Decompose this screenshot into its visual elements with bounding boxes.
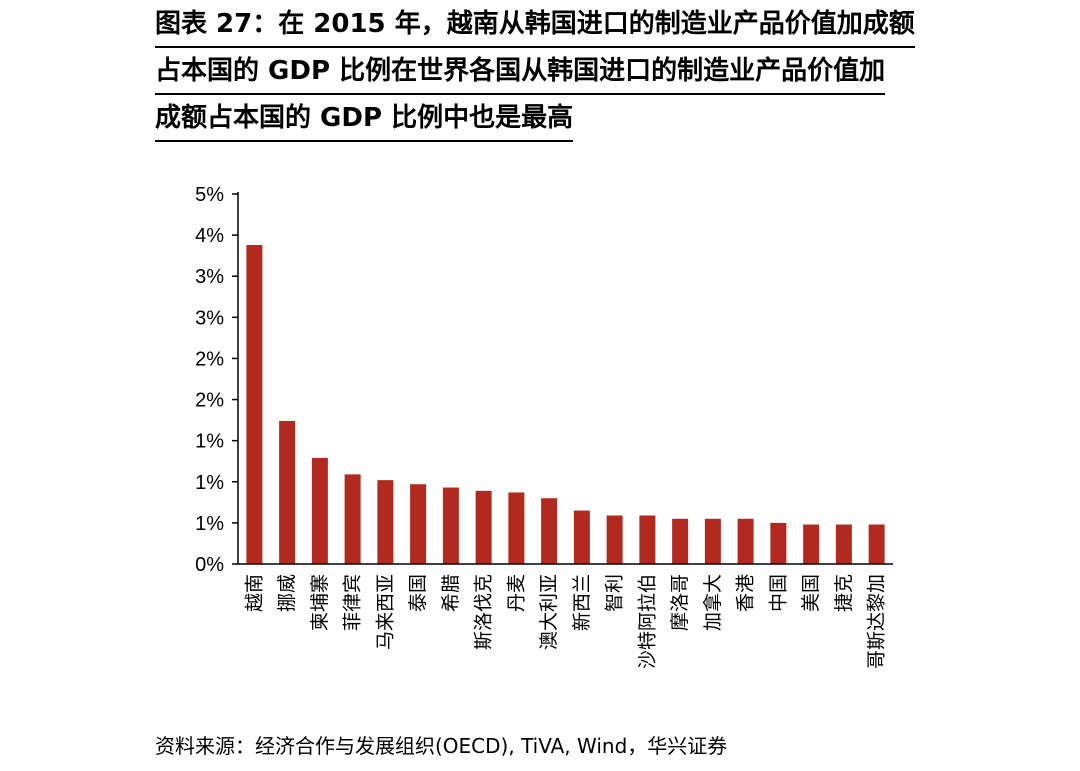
bar: [377, 480, 394, 564]
bar: [541, 498, 558, 564]
bar: [770, 522, 787, 564]
bar: [868, 524, 885, 564]
bars: [246, 244, 885, 564]
bar: [246, 244, 263, 564]
y-tick-label: 3%: [195, 266, 224, 288]
bar: [704, 518, 721, 564]
y-tick-label: 2%: [195, 390, 224, 412]
title-line-1: 图表 27：在 2015 年，越南从韩国进口的制造业产品价值加成额: [155, 0, 915, 48]
bar: [508, 492, 525, 564]
x-category-label: 越南: [243, 574, 265, 612]
x-category-label: 丹麦: [505, 574, 527, 612]
bar: [279, 420, 296, 564]
bar: [639, 515, 656, 564]
x-category-label: 澳大利亚: [538, 574, 560, 650]
x-category-label: 中国: [767, 574, 789, 612]
y-tick-label: 5%: [195, 184, 224, 206]
x-category-label: 摩洛哥: [669, 574, 691, 631]
bar: [803, 524, 820, 564]
y-tick-label: 1%: [195, 431, 224, 453]
y-axis-tick-labels: 0% 1% 1% 1% 2% 2% 3% 3% 4% 5%: [195, 184, 238, 576]
bar: [410, 484, 427, 564]
y-tick-label: 0%: [195, 554, 224, 576]
y-tick-label: 2%: [195, 348, 224, 370]
title-line-2: 占本国的 GDP 比例在世界各国从韩国进口的制造业产品价值加: [155, 47, 886, 95]
bar: [606, 515, 623, 564]
x-category-label: 智利: [604, 574, 626, 612]
bar: [475, 490, 492, 564]
bar: [311, 457, 328, 564]
title-line-3: 成额占本国的 GDP 比例中也是最高: [155, 94, 574, 142]
x-category-label: 捷克: [833, 574, 855, 612]
y-tick-label: 1%: [195, 472, 224, 494]
x-category-label: 柬埔寨: [309, 574, 331, 631]
x-category-label: 哥斯达黎加: [866, 574, 888, 669]
x-category-label: 新西兰: [571, 574, 593, 631]
source-note: 资料来源：经济合作与发展组织(OECD), TiVA, Wind，华兴证券: [155, 734, 728, 758]
y-tick-label: 4%: [195, 225, 224, 247]
x-category-label: 挪威: [276, 574, 298, 612]
bar: [672, 518, 689, 564]
x-category-label: 斯洛伐克: [473, 574, 495, 650]
bar: [835, 524, 852, 564]
chart-title: 图表 27：在 2015 年，越南从韩国进口的制造业产品价值加成额 占本国的 G…: [155, 0, 925, 142]
bar: [344, 474, 361, 564]
bar: [737, 518, 754, 564]
x-category-label: 马来西亚: [374, 574, 396, 650]
x-category-label: 泰国: [407, 574, 429, 612]
y-tick-label: 1%: [195, 513, 224, 535]
x-category-label: 希腊: [440, 574, 462, 612]
x-category-label: 加拿大: [701, 574, 724, 631]
x-category-label: 沙特阿拉伯: [636, 574, 658, 669]
x-category-label: 菲律宾: [342, 574, 364, 631]
bar: [442, 487, 459, 564]
y-tick-label: 3%: [195, 307, 224, 329]
x-axis-category-labels: 越南 挪威 柬埔寨 菲律宾 马来西亚 泰国 希腊 斯洛伐克 丹麦 澳大利亚 新西兰 智利 沙特阿拉伯 摩洛…: [243, 574, 887, 669]
bar: [573, 510, 590, 564]
x-category-label: 香港: [735, 574, 757, 612]
x-category-label: 美国: [800, 574, 822, 612]
